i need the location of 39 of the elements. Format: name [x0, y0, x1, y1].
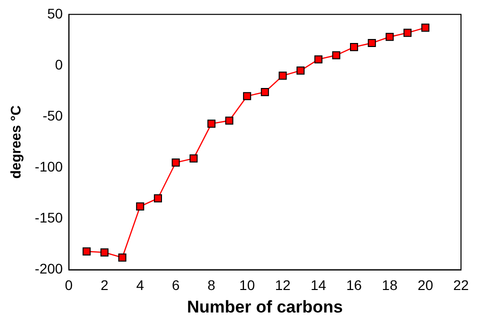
x-tick-label: 18 — [382, 277, 398, 294]
x-tick-label: 12 — [274, 277, 291, 294]
x-tick-label: 8 — [208, 277, 216, 294]
y-tick-label: 0 — [55, 56, 64, 72]
point — [82, 247, 91, 256]
x-tick-label: 20 — [418, 277, 434, 294]
x-axis-title: Number of carbons — [186, 297, 343, 316]
point — [136, 202, 144, 210]
point — [332, 51, 340, 60]
point — [225, 116, 234, 125]
x-tick-label: 16 — [346, 277, 362, 294]
point — [403, 28, 412, 37]
point — [350, 43, 358, 52]
point — [421, 24, 430, 32]
y-tick-label: -50 — [42, 107, 64, 124]
point — [243, 92, 252, 100]
point — [260, 88, 269, 96]
y-tick-label: 50 — [47, 5, 64, 22]
point — [118, 254, 126, 262]
x-tick-label: 14 — [310, 277, 326, 294]
point — [278, 72, 287, 80]
x-tick-label: 6 — [172, 277, 180, 294]
point — [190, 154, 198, 162]
y-axis-title: degrees °C — [7, 105, 24, 179]
y-tick-label: -100 — [34, 158, 64, 174]
x-tick-label: 2 — [100, 277, 109, 294]
point — [172, 158, 180, 167]
x-tick-label: 4 — [136, 277, 144, 294]
point — [314, 55, 322, 64]
y-tick-label: -200 — [34, 260, 64, 277]
x-tick-label: 22 — [453, 277, 469, 294]
point — [207, 120, 216, 128]
point — [386, 32, 394, 41]
point — [296, 66, 305, 75]
point — [100, 248, 109, 256]
point — [154, 194, 162, 202]
y-tick-label: -150 — [34, 210, 64, 226]
x-tick-label: 10 — [239, 277, 256, 294]
point — [368, 38, 376, 48]
